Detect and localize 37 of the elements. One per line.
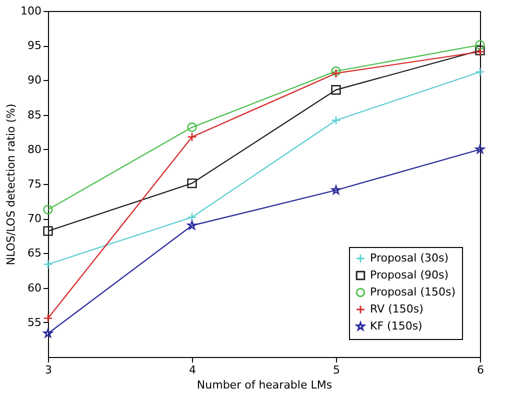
y-tick-label: 90 (28, 74, 42, 87)
y-tick-label: 65 (28, 246, 42, 260)
y-axis-title: NLOS/LOS detection ratio (%) (4, 104, 18, 266)
point (187, 220, 197, 230)
x-axis-title: Number of hearable LMs (196, 378, 332, 392)
x-tick-label: 3 (45, 364, 52, 376)
point (43, 226, 53, 236)
y-tick-label: 85 (28, 108, 42, 122)
point (43, 328, 53, 338)
point (187, 212, 197, 222)
point (43, 313, 53, 324)
point (43, 204, 53, 214)
y-tick-label: 100 (20, 4, 42, 18)
legend-label: Proposal (150s) (370, 286, 456, 298)
point (187, 132, 197, 142)
point (187, 178, 197, 188)
point (475, 144, 485, 154)
point (43, 259, 53, 270)
y-tick-label: 60 (28, 281, 42, 294)
y-tick-label: 95 (28, 39, 42, 52)
y-tick-label: 70 (28, 212, 42, 226)
x-tick-label: 4 (189, 364, 196, 376)
point (475, 40, 485, 50)
legend-label: Proposal (30s) (370, 252, 448, 264)
y-tick-label: 75 (28, 178, 42, 190)
legend-label: KF (150s) (370, 320, 422, 332)
x-tick-label: 5 (333, 364, 340, 376)
y-tick-label: 80 (28, 142, 42, 156)
point (331, 85, 341, 95)
point (187, 122, 197, 132)
point (331, 116, 341, 126)
point (475, 67, 485, 77)
x-tick-label: 6 (477, 364, 484, 376)
y-tick-label: 55 (28, 316, 42, 329)
point (331, 185, 341, 194)
legend-label: Proposal (90s) (370, 268, 448, 282)
legend-label: RV (150s) (370, 302, 424, 316)
